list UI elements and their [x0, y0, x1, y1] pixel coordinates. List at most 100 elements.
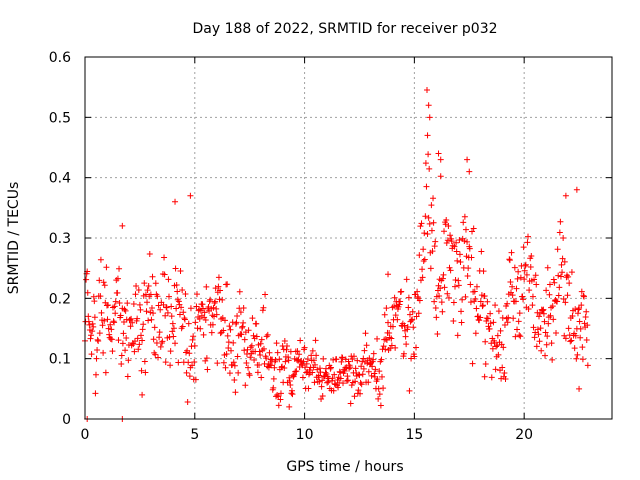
- x-tick-label: 10: [296, 427, 314, 443]
- data-point: [479, 302, 486, 309]
- data-point: [203, 355, 210, 362]
- data-point: [214, 360, 221, 367]
- data-point: [155, 302, 162, 309]
- data-point: [388, 342, 395, 349]
- data-point: [309, 369, 316, 376]
- data-point: [268, 362, 275, 369]
- data-point: [358, 381, 365, 388]
- data-point: [386, 330, 393, 337]
- data-point: [87, 335, 94, 342]
- data-point: [151, 324, 158, 331]
- data-point: [193, 291, 200, 298]
- data-point: [346, 365, 353, 372]
- data-point: [237, 309, 244, 316]
- data-point: [531, 276, 538, 283]
- data-point: [528, 253, 535, 260]
- data-point: [473, 305, 480, 312]
- data-point: [403, 341, 410, 348]
- data-point: [414, 293, 421, 300]
- data-point: [174, 288, 181, 295]
- data-point: [494, 332, 501, 339]
- data-point: [208, 329, 215, 336]
- data-point: [425, 102, 432, 109]
- data-point: [417, 223, 424, 230]
- data-point: [83, 276, 90, 283]
- data-point: [562, 335, 569, 342]
- data-point: [234, 353, 241, 360]
- data-point: [145, 317, 152, 324]
- data-point: [291, 371, 298, 378]
- data-point: [139, 337, 146, 344]
- data-point: [365, 368, 372, 375]
- y-tick-label: 0.6: [49, 50, 71, 66]
- data-point: [555, 292, 562, 299]
- data-point: [96, 330, 103, 337]
- data-point: [391, 294, 398, 301]
- data-point: [230, 339, 237, 346]
- data-point: [574, 310, 581, 317]
- data-point: [316, 378, 323, 385]
- data-point: [230, 359, 237, 366]
- data-point: [537, 325, 544, 332]
- data-point: [428, 227, 435, 234]
- data-point: [88, 351, 95, 358]
- x-tick-label: 20: [515, 427, 533, 443]
- data-point: [576, 385, 583, 392]
- data-point: [465, 265, 472, 272]
- data-point: [370, 356, 377, 363]
- data-point: [546, 291, 553, 298]
- data-point: [424, 86, 431, 93]
- data-point: [152, 351, 159, 358]
- data-point: [340, 380, 347, 387]
- data-point: [147, 291, 154, 298]
- data-point: [173, 305, 180, 312]
- data-point: [421, 256, 428, 263]
- data-point: [85, 313, 92, 320]
- data-point: [431, 243, 438, 250]
- data-point: [557, 273, 564, 280]
- data-point: [138, 367, 145, 374]
- data-point: [239, 324, 246, 331]
- data-point: [220, 327, 227, 334]
- data-point: [480, 268, 487, 275]
- data-point: [548, 340, 555, 347]
- data-point: [454, 332, 461, 339]
- data-point: [260, 345, 267, 352]
- data-point: [394, 316, 401, 323]
- data-point: [540, 310, 547, 317]
- data-point: [134, 335, 141, 342]
- data-point: [489, 345, 496, 352]
- data-point: [166, 334, 173, 341]
- data-point: [454, 257, 461, 264]
- data-point: [345, 358, 352, 365]
- data-point: [529, 302, 536, 309]
- data-point: [546, 281, 553, 288]
- data-point: [224, 332, 231, 339]
- data-point: [426, 114, 433, 121]
- data-point: [101, 317, 108, 324]
- data-point: [577, 334, 584, 341]
- data-point: [315, 372, 322, 379]
- data-point: [573, 186, 580, 193]
- data-point: [145, 282, 152, 289]
- data-point: [92, 371, 99, 378]
- data-point: [130, 300, 137, 307]
- data-point: [568, 269, 575, 276]
- data-point: [127, 323, 134, 330]
- data-point: [415, 310, 422, 317]
- data-point: [408, 355, 415, 362]
- data-point: [422, 160, 429, 167]
- data-point: [109, 348, 116, 355]
- data-point: [220, 359, 227, 366]
- data-point: [517, 333, 524, 340]
- data-point: [508, 249, 515, 256]
- data-point: [118, 360, 125, 367]
- data-point: [319, 393, 326, 400]
- data-point: [469, 360, 476, 367]
- data-point: [94, 336, 101, 343]
- data-point: [351, 393, 358, 400]
- data-point: [468, 254, 475, 261]
- data-point: [439, 275, 446, 282]
- y-tick-label: 0.3: [49, 231, 71, 247]
- data-point: [296, 351, 303, 358]
